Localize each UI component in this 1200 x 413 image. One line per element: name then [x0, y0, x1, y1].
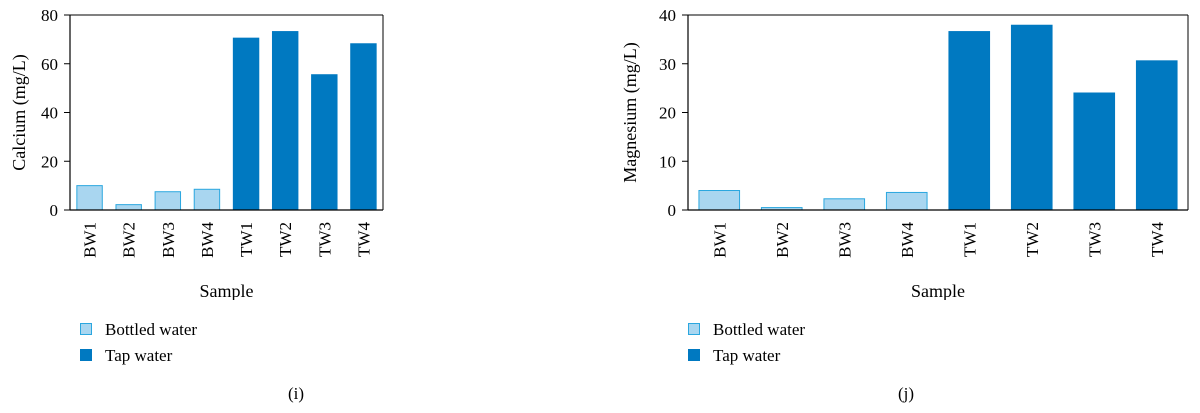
legend-label-bottled: Bottled water	[713, 320, 806, 339]
x-tick-label: BW2	[773, 222, 792, 258]
bar-tw2	[271, 31, 299, 211]
x-tick-label: TW3	[315, 222, 334, 257]
bar-tw1	[232, 37, 260, 211]
calcium-bar-chart: 0 20 40 60 80 BW1 BW2 BW3 BW4 TW1 TW2 TW3 TW4 Sample C…	[9, 6, 384, 301]
legend-swatch-bottled	[80, 323, 92, 335]
magnesium-bar-chart: 0 10 20 30 40 BW1 BW2 BW3 BW4 TW1 TW2 TW3 TW4 Sample M…	[620, 6, 1189, 301]
x-tick-label: TW4	[1148, 222, 1167, 257]
bar-bw1	[76, 185, 103, 211]
x-tick-label: BW4	[898, 222, 917, 258]
legend-label-tap: Tap water	[105, 346, 173, 365]
bar-tw3	[1073, 92, 1116, 211]
x-tick-label: BW2	[120, 222, 139, 258]
legend-swatch-tap	[688, 349, 700, 361]
bar-tw1	[948, 31, 991, 211]
bar-bw1	[698, 190, 741, 211]
panel-label-j: (j)	[897, 384, 915, 403]
bar-bw4	[193, 188, 221, 211]
bar-bw2	[115, 204, 142, 211]
x-tick-label: TW3	[1085, 222, 1104, 257]
x-tick-label: TW2	[1023, 222, 1042, 257]
bar-bw4	[885, 191, 928, 211]
x-tick-label: BW1	[710, 222, 729, 258]
legend-swatch-tap	[80, 349, 92, 361]
y-tick-label: 0	[50, 201, 59, 220]
x-tick-label: TW1	[960, 222, 979, 257]
bar-tw4	[350, 43, 377, 211]
x-tick-label: TW4	[354, 222, 373, 257]
bar-tw4	[1135, 60, 1178, 211]
magnesium-chart-panel: 0 10 20 30 40 BW1 BW2 BW3 BW4 TW1 TW2 TW3 TW4 Sample M…	[608, 0, 1200, 413]
calcium-chart-panel: 0 20 40 60 80 BW1 BW2 BW3 BW4 TW1 TW2 TW3 TW4 Sample C…	[9, 6, 384, 403]
x-axis-label: Sample	[200, 281, 254, 300]
y-tick-label: 0	[668, 201, 677, 220]
x-tick-label: TW1	[237, 222, 256, 257]
y-axis-label: Magnesium (mg/L)	[620, 42, 641, 182]
panel-label-i: (i)	[287, 384, 305, 403]
bar-bw3	[154, 191, 182, 211]
legend-label-tap: Tap water	[713, 346, 781, 365]
y-tick-label: 20	[659, 104, 676, 123]
x-tick-label: BW1	[81, 222, 100, 258]
y-tick-label: 10	[659, 152, 676, 171]
x-axis-label: Sample	[911, 281, 965, 300]
y-tick-label: 40	[41, 104, 58, 123]
y-tick-label: 20	[41, 152, 58, 171]
x-tick-label: BW4	[198, 222, 217, 258]
bar-tw3	[311, 74, 338, 211]
legend-swatch-bottled	[688, 323, 700, 335]
x-tick-label: TW2	[276, 222, 295, 257]
legend-label-bottled: Bottled water	[105, 320, 198, 339]
y-tick-label: 60	[41, 55, 58, 74]
bar-tw2	[1010, 24, 1053, 211]
y-axis-label: Calcium (mg/L)	[9, 54, 30, 170]
x-tick-label: BW3	[159, 222, 178, 258]
y-tick-label: 30	[659, 55, 676, 74]
y-tick-label: 40	[659, 6, 676, 25]
y-tick-label: 80	[41, 6, 58, 25]
bar-bw3	[823, 198, 866, 211]
x-tick-label: BW3	[835, 222, 854, 258]
